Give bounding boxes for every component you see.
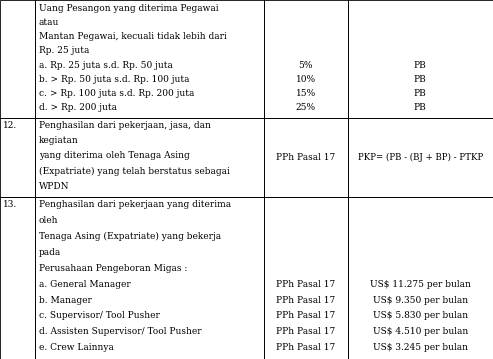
Text: WPDN: WPDN xyxy=(39,182,70,191)
Text: atau: atau xyxy=(39,18,59,27)
Bar xyxy=(35,118,264,197)
Bar xyxy=(264,0,348,118)
Bar xyxy=(348,0,493,118)
Text: PPh Pasal 17: PPh Pasal 17 xyxy=(276,295,335,304)
Bar xyxy=(264,197,348,359)
Text: c. > Rp. 100 juta s.d. Rp. 200 juta: c. > Rp. 100 juta s.d. Rp. 200 juta xyxy=(39,89,194,98)
Text: 10%: 10% xyxy=(296,75,316,84)
Bar xyxy=(348,197,493,359)
Text: PB: PB xyxy=(414,89,426,98)
Text: kegiatan: kegiatan xyxy=(39,136,79,145)
Text: d. > Rp. 200 juta: d. > Rp. 200 juta xyxy=(39,103,117,112)
Text: PB: PB xyxy=(414,103,426,112)
Text: PB: PB xyxy=(414,61,426,70)
Text: Tenaga Asing (Expatriate) yang bekerja: Tenaga Asing (Expatriate) yang bekerja xyxy=(39,232,221,241)
Text: oleh: oleh xyxy=(39,216,59,225)
Text: Uang Pesangon yang diterima Pegawai: Uang Pesangon yang diterima Pegawai xyxy=(39,4,218,13)
Text: US$ 4.510 per bulan: US$ 4.510 per bulan xyxy=(373,327,468,336)
Text: PKP= (PB - (BJ + BP) - PTKP: PKP= (PB - (BJ + BP) - PTKP xyxy=(357,153,483,162)
Text: 13.: 13. xyxy=(3,200,18,209)
Text: Penghasilan dari pekerjaan, jasa, dan: Penghasilan dari pekerjaan, jasa, dan xyxy=(39,121,211,130)
Text: yang diterima oleh Tenaga Asing: yang diterima oleh Tenaga Asing xyxy=(39,151,190,160)
Text: PPh Pasal 17: PPh Pasal 17 xyxy=(276,280,335,289)
Bar xyxy=(0,197,35,359)
Text: Rp. 25 juta: Rp. 25 juta xyxy=(39,46,89,55)
Bar xyxy=(264,118,348,197)
Text: PB: PB xyxy=(414,75,426,84)
Text: 5%: 5% xyxy=(298,61,313,70)
Bar xyxy=(348,118,493,197)
Text: e. Crew Lainnya: e. Crew Lainnya xyxy=(39,343,114,352)
Text: PPh Pasal 17: PPh Pasal 17 xyxy=(276,327,335,336)
Text: a. General Manager: a. General Manager xyxy=(39,280,131,289)
Text: 15%: 15% xyxy=(295,89,316,98)
Text: US$ 9.350 per bulan: US$ 9.350 per bulan xyxy=(373,295,468,304)
Text: PPh Pasal 17: PPh Pasal 17 xyxy=(276,153,335,162)
Text: PPh Pasal 17: PPh Pasal 17 xyxy=(276,343,335,352)
Bar xyxy=(35,0,264,118)
Text: US$ 3.245 per bulan: US$ 3.245 per bulan xyxy=(373,343,468,352)
Text: c. Supervisor/ Tool Pusher: c. Supervisor/ Tool Pusher xyxy=(39,311,160,320)
Text: US$ 5.830 per bulan: US$ 5.830 per bulan xyxy=(373,311,468,320)
Text: pada: pada xyxy=(39,248,61,257)
Text: PPh Pasal 17: PPh Pasal 17 xyxy=(276,311,335,320)
Bar xyxy=(0,0,35,118)
Text: US$ 11.275 per bulan: US$ 11.275 per bulan xyxy=(370,280,471,289)
Text: b. Manager: b. Manager xyxy=(39,295,92,304)
Bar xyxy=(0,118,35,197)
Text: Penghasilan dari pekerjaan yang diterima: Penghasilan dari pekerjaan yang diterima xyxy=(39,200,231,209)
Text: 12.: 12. xyxy=(3,121,18,130)
Text: d. Assisten Supervisor/ Tool Pusher: d. Assisten Supervisor/ Tool Pusher xyxy=(39,327,202,336)
Text: Perusahaan Pengeboran Migas :: Perusahaan Pengeboran Migas : xyxy=(39,264,187,273)
Text: a. Rp. 25 juta s.d. Rp. 50 juta: a. Rp. 25 juta s.d. Rp. 50 juta xyxy=(39,61,173,70)
Text: b. > Rp. 50 juta s.d. Rp. 100 juta: b. > Rp. 50 juta s.d. Rp. 100 juta xyxy=(39,75,189,84)
Bar xyxy=(35,197,264,359)
Text: 25%: 25% xyxy=(296,103,316,112)
Text: (Expatriate) yang telah berstatus sebagai: (Expatriate) yang telah berstatus sebaga… xyxy=(39,167,230,176)
Text: Mantan Pegawai, kecuali tidak lebih dari: Mantan Pegawai, kecuali tidak lebih dari xyxy=(39,32,227,41)
